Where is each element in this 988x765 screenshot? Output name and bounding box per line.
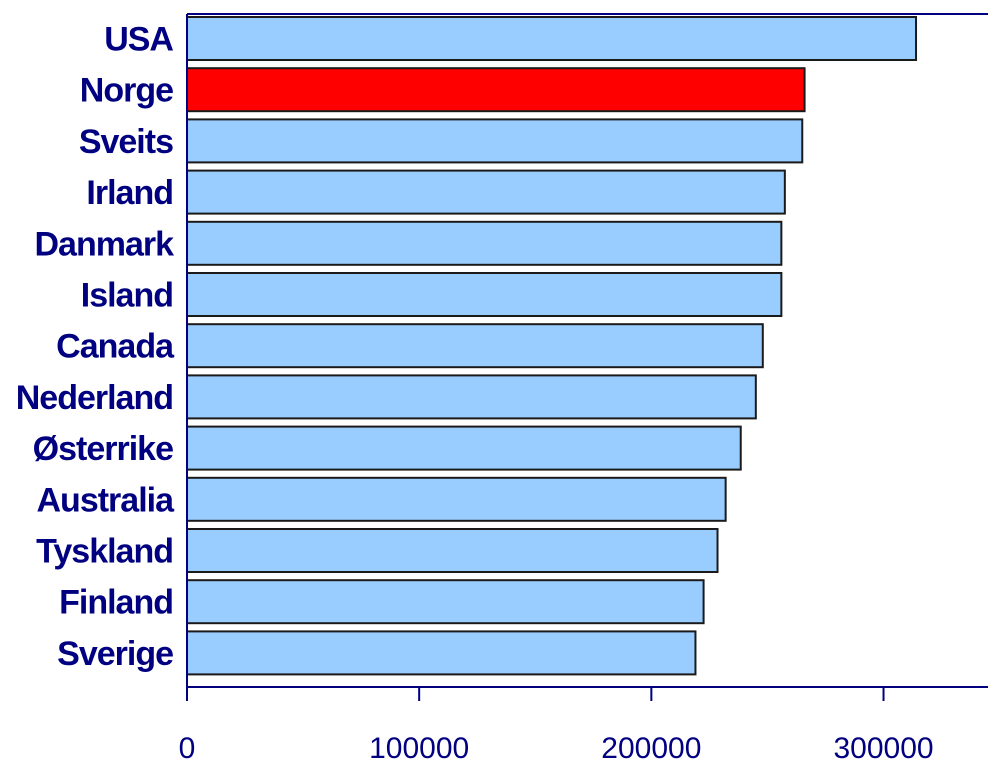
category-label-sterrike: Østerrike bbox=[33, 430, 173, 468]
category-label-canada: Canada bbox=[56, 328, 175, 366]
bar-sterrike bbox=[186, 425, 742, 471]
axes-layer bbox=[186, 13, 988, 701]
bar-danmark bbox=[186, 220, 783, 266]
category-label-tyskland: Tyskland bbox=[36, 533, 173, 571]
category-label-sveits: Sveits bbox=[79, 123, 173, 161]
labels-layer: USA Norge Sveits Irland Danmark Island Canada N… bbox=[16, 21, 934, 765]
x-tick-label-300000: 300000 bbox=[833, 732, 933, 765]
category-label-island: Island bbox=[81, 277, 173, 315]
bar-norge bbox=[186, 67, 806, 113]
x-tick-label-0: 0 bbox=[179, 732, 196, 765]
bar-sveits bbox=[186, 118, 804, 164]
bar-canada bbox=[186, 323, 764, 369]
bar-finland bbox=[186, 579, 705, 625]
category-label-danmark: Danmark bbox=[34, 225, 174, 263]
category-label-irland: Irland bbox=[86, 174, 173, 212]
category-label-norge: Norge bbox=[80, 72, 173, 110]
bar-island bbox=[186, 272, 783, 317]
bar-sverige bbox=[186, 630, 697, 676]
bar-australia bbox=[186, 476, 727, 522]
category-label-nederland: Nederland bbox=[16, 379, 173, 417]
category-label-sverige: Sverige bbox=[57, 635, 173, 673]
category-label-usa: USA bbox=[104, 21, 173, 59]
bar-usa bbox=[186, 16, 918, 61]
bars-layer bbox=[186, 16, 918, 676]
x-tick-label-100000: 100000 bbox=[369, 732, 469, 765]
category-label-finland: Finland bbox=[59, 584, 173, 622]
x-tick-label-200000: 200000 bbox=[601, 732, 701, 765]
bar-tyskland bbox=[186, 528, 719, 573]
bar-nederland bbox=[186, 374, 757, 420]
bar-irland bbox=[186, 169, 786, 215]
category-label-australia: Australia bbox=[37, 481, 176, 519]
